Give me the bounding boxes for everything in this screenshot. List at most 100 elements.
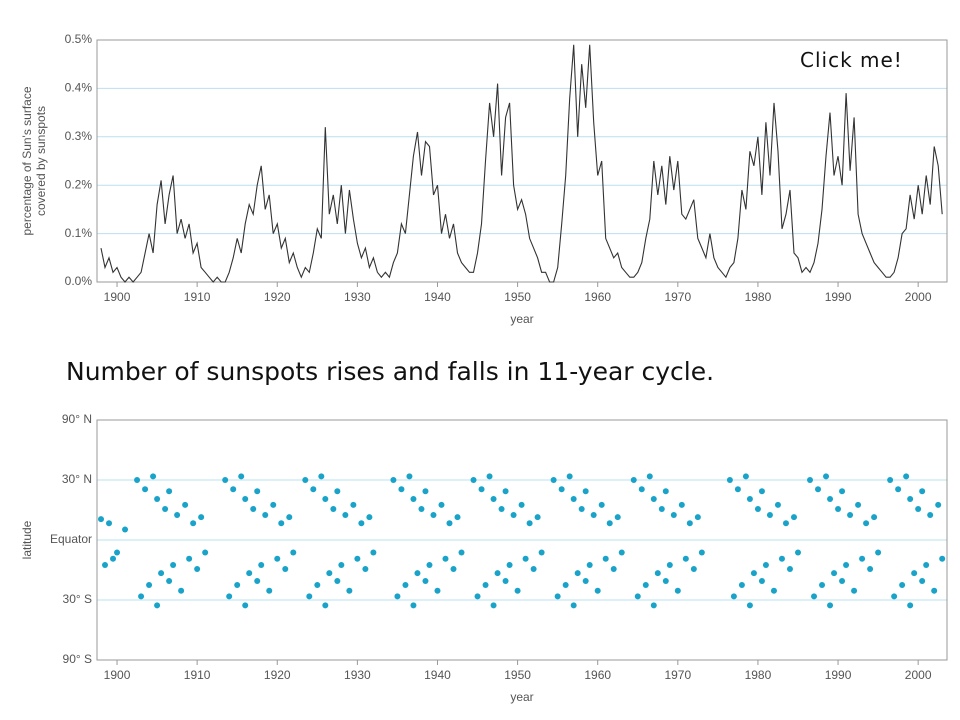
sunspot-point: [831, 570, 838, 577]
sunspot-point: [770, 587, 777, 594]
sunspot-point: [166, 578, 173, 585]
x-tick-label: 1910: [184, 668, 211, 682]
sunspot-point: [570, 602, 577, 609]
sunspot-point: [586, 561, 593, 568]
sunspot-point: [851, 587, 858, 594]
sunspot-point: [782, 520, 789, 527]
x-tick-label: 1980: [745, 668, 772, 682]
sunspot-point: [578, 505, 585, 512]
sunspot-point: [274, 555, 281, 562]
sunspot-point: [859, 555, 866, 562]
x-tick-label: 1940: [424, 668, 451, 682]
sunspot-point: [786, 566, 793, 573]
sunspot-point: [166, 488, 173, 495]
click-me-button[interactable]: Click me!: [800, 48, 903, 72]
sunspot-point: [843, 561, 850, 568]
sunspot-point: [927, 512, 934, 519]
x-tick-label: 2000: [905, 668, 932, 682]
sunspot-point: [490, 602, 497, 609]
sunspot-point: [106, 520, 113, 527]
sunspot-area-line: [100, 44, 943, 283]
sunspot-point: [895, 486, 902, 493]
sunspot-point: [338, 561, 345, 568]
x-tick-label: 1900: [104, 668, 131, 682]
sunspot-point: [774, 501, 781, 508]
sunspot-point: [819, 581, 826, 588]
sunspot-point: [270, 501, 277, 508]
y-tick-label: 0.2%: [65, 177, 93, 191]
sunspot-point: [238, 473, 245, 480]
sunspot-point: [794, 549, 801, 556]
x-tick-label: 1910: [184, 290, 211, 304]
sunspot-point: [526, 520, 533, 527]
sunspot-point: [566, 473, 573, 480]
sunspot-point: [314, 581, 321, 588]
sunspot-point: [594, 587, 601, 594]
sunspot-point: [899, 581, 906, 588]
sunspot-point: [614, 514, 621, 521]
sunspot-point: [254, 488, 261, 495]
y-axis-label: covered by sunspots: [34, 106, 48, 216]
sunspot-point: [398, 486, 405, 493]
x-tick-label: 1950: [504, 668, 531, 682]
sunspot-point: [230, 486, 237, 493]
sunspot-point: [146, 581, 153, 588]
sunspot-point: [454, 514, 461, 521]
sunspot-point: [650, 495, 657, 502]
sunspot-point: [610, 566, 617, 573]
x-tick-label: 1970: [664, 668, 691, 682]
sunspot-point: [903, 473, 910, 480]
sunspot-point: [778, 555, 785, 562]
y-tick-label: 90° N: [62, 412, 92, 426]
sunspot-point: [807, 477, 814, 483]
sunspot-point: [154, 495, 161, 502]
sunspot-point: [762, 561, 769, 568]
sunspot-point: [150, 473, 157, 480]
sunspot-point: [478, 486, 485, 493]
sunspot-point: [550, 477, 557, 483]
sunspot-point: [939, 555, 946, 562]
sunspot-point: [835, 505, 842, 512]
caption: Number of sunspots rises and falls in 11…: [66, 357, 714, 386]
y-tick-label: 0.4%: [65, 81, 93, 95]
sunspot-point: [638, 486, 645, 493]
sunspot-point: [646, 473, 653, 480]
sunspot-point: [414, 570, 421, 577]
sunspot-point: [674, 587, 681, 594]
sunspot-point: [102, 561, 109, 568]
sunspot-point: [198, 514, 205, 521]
sunspot-point: [666, 561, 673, 568]
sunspot-point: [662, 578, 669, 585]
sunspot-point: [662, 488, 669, 495]
sunspot-point: [530, 566, 537, 573]
sunspot-point: [486, 473, 493, 480]
sunspot-point: [678, 501, 685, 508]
sunspot-point: [306, 593, 313, 600]
sunspot-point: [839, 578, 846, 585]
sunspot-point: [518, 501, 525, 508]
sunspot-point: [839, 488, 846, 495]
sunspot-point: [502, 488, 509, 495]
sunspot-point: [606, 520, 613, 527]
sunspot-point: [282, 566, 289, 573]
sunspot-point: [642, 581, 649, 588]
sunspot-point: [490, 495, 497, 502]
sunspot-point: [370, 549, 377, 556]
y-axis-label: latitude: [20, 520, 34, 559]
sunspot-point: [827, 495, 834, 502]
sunspot-point: [863, 520, 870, 527]
sunspot-point: [634, 593, 641, 600]
sunspot-point: [602, 555, 609, 562]
sunspot-point: [502, 578, 509, 585]
sunspot-point: [482, 581, 489, 588]
plot-frame: [96, 419, 948, 661]
sunspot-point: [390, 477, 397, 483]
sunspot-point: [534, 514, 541, 521]
sunspot-point: [406, 473, 413, 480]
sunspot-point: [442, 555, 449, 562]
sunspot-point: [650, 602, 657, 609]
sunspot-point: [450, 566, 457, 573]
sunspot-point: [726, 477, 733, 483]
sunspot-point: [418, 505, 425, 512]
